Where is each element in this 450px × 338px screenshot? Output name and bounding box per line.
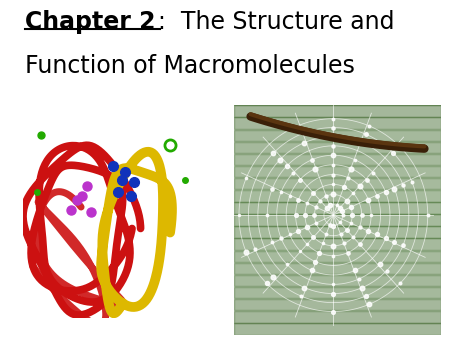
Bar — [234, 263, 441, 274]
Text: :  The Structure and: : The Structure and — [158, 10, 394, 34]
Bar — [234, 178, 441, 190]
Bar — [234, 166, 441, 177]
Bar — [234, 93, 441, 105]
Bar — [234, 287, 441, 298]
Text: Function of Macromolecules: Function of Macromolecules — [25, 54, 355, 78]
Bar — [234, 129, 441, 141]
Bar — [234, 250, 441, 262]
Bar — [234, 275, 441, 286]
Bar — [234, 154, 441, 165]
Bar — [234, 202, 441, 214]
Bar — [234, 214, 441, 226]
Bar — [234, 299, 441, 310]
Bar — [234, 105, 441, 117]
Bar — [234, 226, 441, 238]
Bar — [234, 238, 441, 250]
Bar — [234, 323, 441, 335]
Bar — [234, 190, 441, 201]
Bar — [234, 118, 441, 129]
Bar — [234, 311, 441, 322]
Bar — [234, 142, 441, 153]
Text: Chapter 2: Chapter 2 — [25, 10, 155, 34]
